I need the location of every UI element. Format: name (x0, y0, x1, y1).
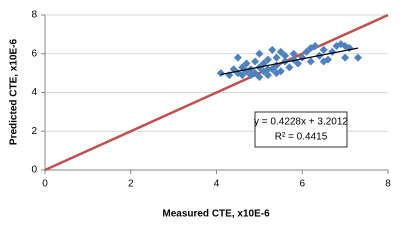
x-tick-label: 0 (42, 179, 48, 190)
point (238, 63, 247, 72)
x-tick-label: 8 (385, 179, 391, 190)
point (319, 45, 328, 54)
point (281, 57, 290, 66)
y-tick-label: 4 (31, 87, 37, 98)
annotation-box (254, 111, 348, 148)
point (251, 69, 260, 78)
point (306, 57, 315, 66)
point (319, 57, 328, 66)
y-tick-label: 6 (31, 48, 37, 59)
point (233, 53, 242, 62)
point (263, 55, 272, 64)
point (293, 59, 302, 68)
point (272, 53, 281, 62)
point (353, 53, 362, 62)
point (255, 49, 264, 58)
annotation-text: y = 0.4228x + 3.2012 (254, 117, 348, 128)
y-axis-label: Predicted CTE, x10E-6 (9, 38, 20, 145)
point (276, 47, 285, 56)
point (238, 71, 247, 80)
point (268, 45, 277, 54)
point (251, 57, 260, 66)
y-tick-label: 2 (31, 126, 37, 137)
chart: Measured CTE, x10E-6 Predicted CTE, x10E… (8, 9, 392, 220)
point (285, 63, 294, 72)
x-axis-label: Measured CTE, x10E-6 (162, 209, 270, 220)
point (302, 47, 311, 56)
point (263, 71, 272, 80)
point (276, 67, 285, 76)
point (268, 65, 277, 74)
y-tick-label: 0 (31, 165, 37, 176)
point (289, 49, 298, 58)
annotation-text: R² = 0.4415 (275, 132, 328, 143)
x-tick-label: 4 (214, 179, 220, 190)
point (216, 69, 225, 78)
y-tick-label: 8 (31, 10, 37, 21)
point (281, 51, 290, 60)
point (255, 73, 264, 81)
point (341, 53, 350, 62)
point (242, 59, 251, 68)
point (263, 65, 272, 74)
point (289, 55, 298, 64)
x-tick-label: 6 (299, 179, 305, 190)
trend-line (220, 47, 359, 76)
reference-line (44, 13, 389, 172)
point (311, 42, 320, 50)
x-tick-label: 2 (128, 179, 134, 190)
